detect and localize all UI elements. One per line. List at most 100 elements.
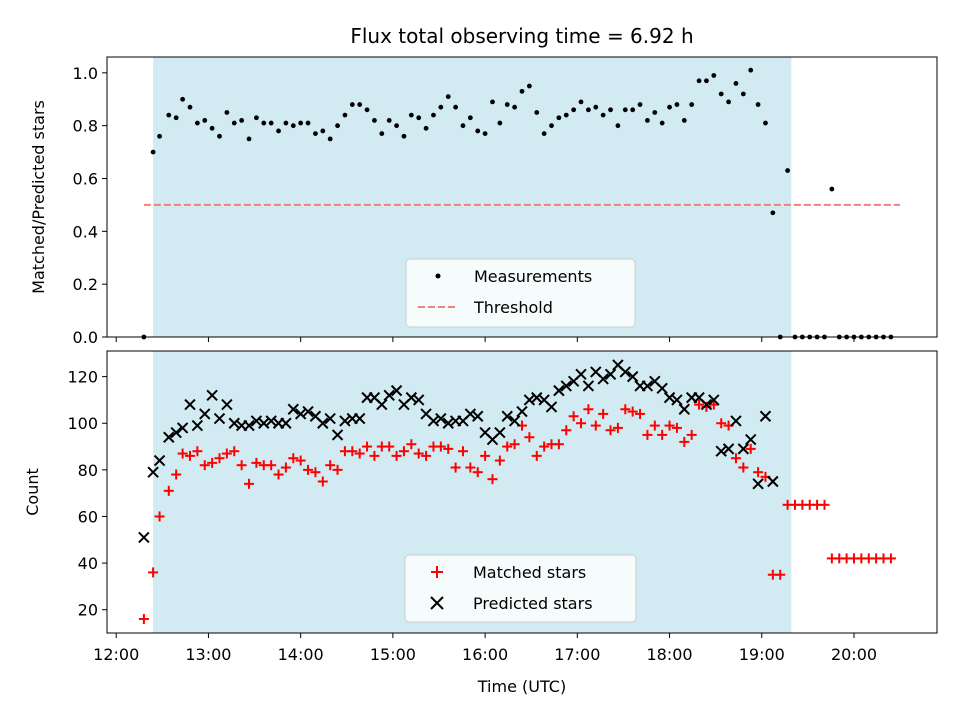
- matched-star-point: [671, 422, 682, 433]
- predicted-star-point: [250, 415, 263, 427]
- measurement-point: [290, 123, 296, 129]
- matched-star-point: [472, 467, 483, 478]
- matched-star-point: [251, 457, 262, 468]
- measurement-point: [246, 136, 252, 142]
- matched-star-point: [280, 462, 291, 473]
- bottom-axes-frame: [106, 350, 938, 634]
- measurement-point: [180, 96, 186, 102]
- matched-star-point: [413, 448, 424, 459]
- matched-star-point: [531, 450, 542, 461]
- measurement-point: [364, 107, 370, 113]
- predicted-star-point: [722, 443, 735, 455]
- measurement-point: [445, 94, 451, 100]
- matched-star-point: [332, 464, 343, 475]
- measurement-point: [637, 102, 643, 107]
- matched-star-point: [730, 453, 741, 464]
- predicted-star-point: [170, 426, 182, 439]
- legend-measurements-marker: [435, 273, 441, 279]
- measurement-points: [141, 67, 894, 340]
- measurement-point: [467, 115, 473, 121]
- measurement-point: [342, 112, 348, 118]
- measurement-point: [224, 110, 230, 115]
- measurement-point: [563, 112, 569, 118]
- predicted-star-point: [619, 366, 631, 378]
- measurement-point: [652, 110, 658, 115]
- predicted-star-point: [206, 389, 218, 401]
- legend-predicted-label: Predicted stars: [473, 594, 593, 613]
- matched-star-point: [435, 441, 446, 452]
- matched-star-point: [753, 467, 764, 478]
- legend-matched-label: Matched stars: [473, 563, 586, 582]
- predicted-star-point: [324, 412, 336, 425]
- measurement-point: [239, 117, 245, 123]
- predicted-star-point: [553, 384, 565, 397]
- measurement-point: [622, 107, 628, 113]
- measurement-point: [526, 83, 532, 89]
- matched-stars-points: [138, 399, 896, 625]
- measurement-point: [313, 131, 318, 137]
- matched-star-point: [199, 460, 210, 471]
- predicted-star-point: [464, 408, 477, 420]
- xtick-label: 19:00: [739, 645, 785, 664]
- top-axes-frame: [106, 56, 938, 338]
- matched-star-point: [583, 404, 594, 415]
- predicted-star-point: [523, 394, 536, 406]
- top-ytick-label: 0.2: [73, 275, 98, 294]
- predicted-star-point: [147, 466, 159, 478]
- predicted-star-point: [472, 410, 484, 422]
- bottom-y-axis-label: Count: [23, 468, 42, 516]
- matched-star-point: [509, 439, 520, 450]
- matched-star-point: [154, 511, 165, 522]
- xtick-label: 13:00: [185, 645, 231, 664]
- measurement-point: [254, 115, 259, 121]
- measurement-point: [401, 133, 407, 139]
- predicted-star-point: [767, 475, 779, 488]
- measurement-point: [711, 73, 717, 78]
- bot-ytick-label: 40: [78, 554, 98, 573]
- predicted-star-point: [494, 426, 506, 439]
- matched-star-point: [598, 408, 609, 419]
- measurement-point: [490, 99, 495, 105]
- legend-threshold-label: Threshold: [473, 298, 553, 317]
- measurement-point: [423, 125, 429, 131]
- predicted-star-point: [752, 478, 764, 490]
- chart-title: Flux total observing time = 6.92 h: [350, 24, 693, 48]
- measurement-point: [519, 88, 525, 94]
- top-legend: Measurements Threshold: [405, 258, 636, 328]
- matched-star-point: [686, 429, 697, 440]
- matched-star-point: [369, 450, 380, 461]
- measurement-point: [202, 117, 208, 123]
- bottom-panel: 20 40 60 80 100 120 12:00 13:00 14:00 15:00 16:00…: [23, 350, 938, 696]
- measurement-point: [438, 104, 444, 110]
- matched-star-point: [273, 469, 284, 480]
- top-ytick-label: 0.8: [73, 117, 98, 136]
- predicted-star-point: [715, 445, 727, 457]
- xtick-label: 18:00: [647, 645, 693, 664]
- measurement-point: [770, 210, 776, 216]
- measurement-point: [194, 120, 200, 126]
- matched-star-point: [236, 460, 247, 471]
- measurement-point: [217, 133, 222, 139]
- predicted-star-point: [138, 531, 150, 544]
- matched-star-point: [207, 457, 218, 468]
- matched-star-point: [406, 439, 417, 450]
- measurement-point: [534, 110, 540, 115]
- predicted-star-point: [390, 384, 403, 397]
- measurement-point: [327, 136, 333, 142]
- matched-star-point: [391, 450, 402, 461]
- predicted-star-point: [508, 415, 521, 427]
- measurement-point: [681, 117, 687, 123]
- predicted-star-point: [184, 398, 196, 411]
- matched-star-point: [303, 464, 314, 475]
- measurement-point: [187, 104, 193, 110]
- predicted-star-point: [405, 391, 418, 404]
- measurement-point: [453, 104, 458, 110]
- predicted-star-point: [339, 415, 351, 427]
- matched-star-point: [649, 420, 660, 431]
- predicted-star-point: [745, 433, 757, 446]
- top-legend-box: [405, 258, 636, 328]
- measurement-point: [740, 91, 746, 97]
- predicted-star-point: [626, 370, 639, 383]
- matched-star-point: [539, 441, 550, 452]
